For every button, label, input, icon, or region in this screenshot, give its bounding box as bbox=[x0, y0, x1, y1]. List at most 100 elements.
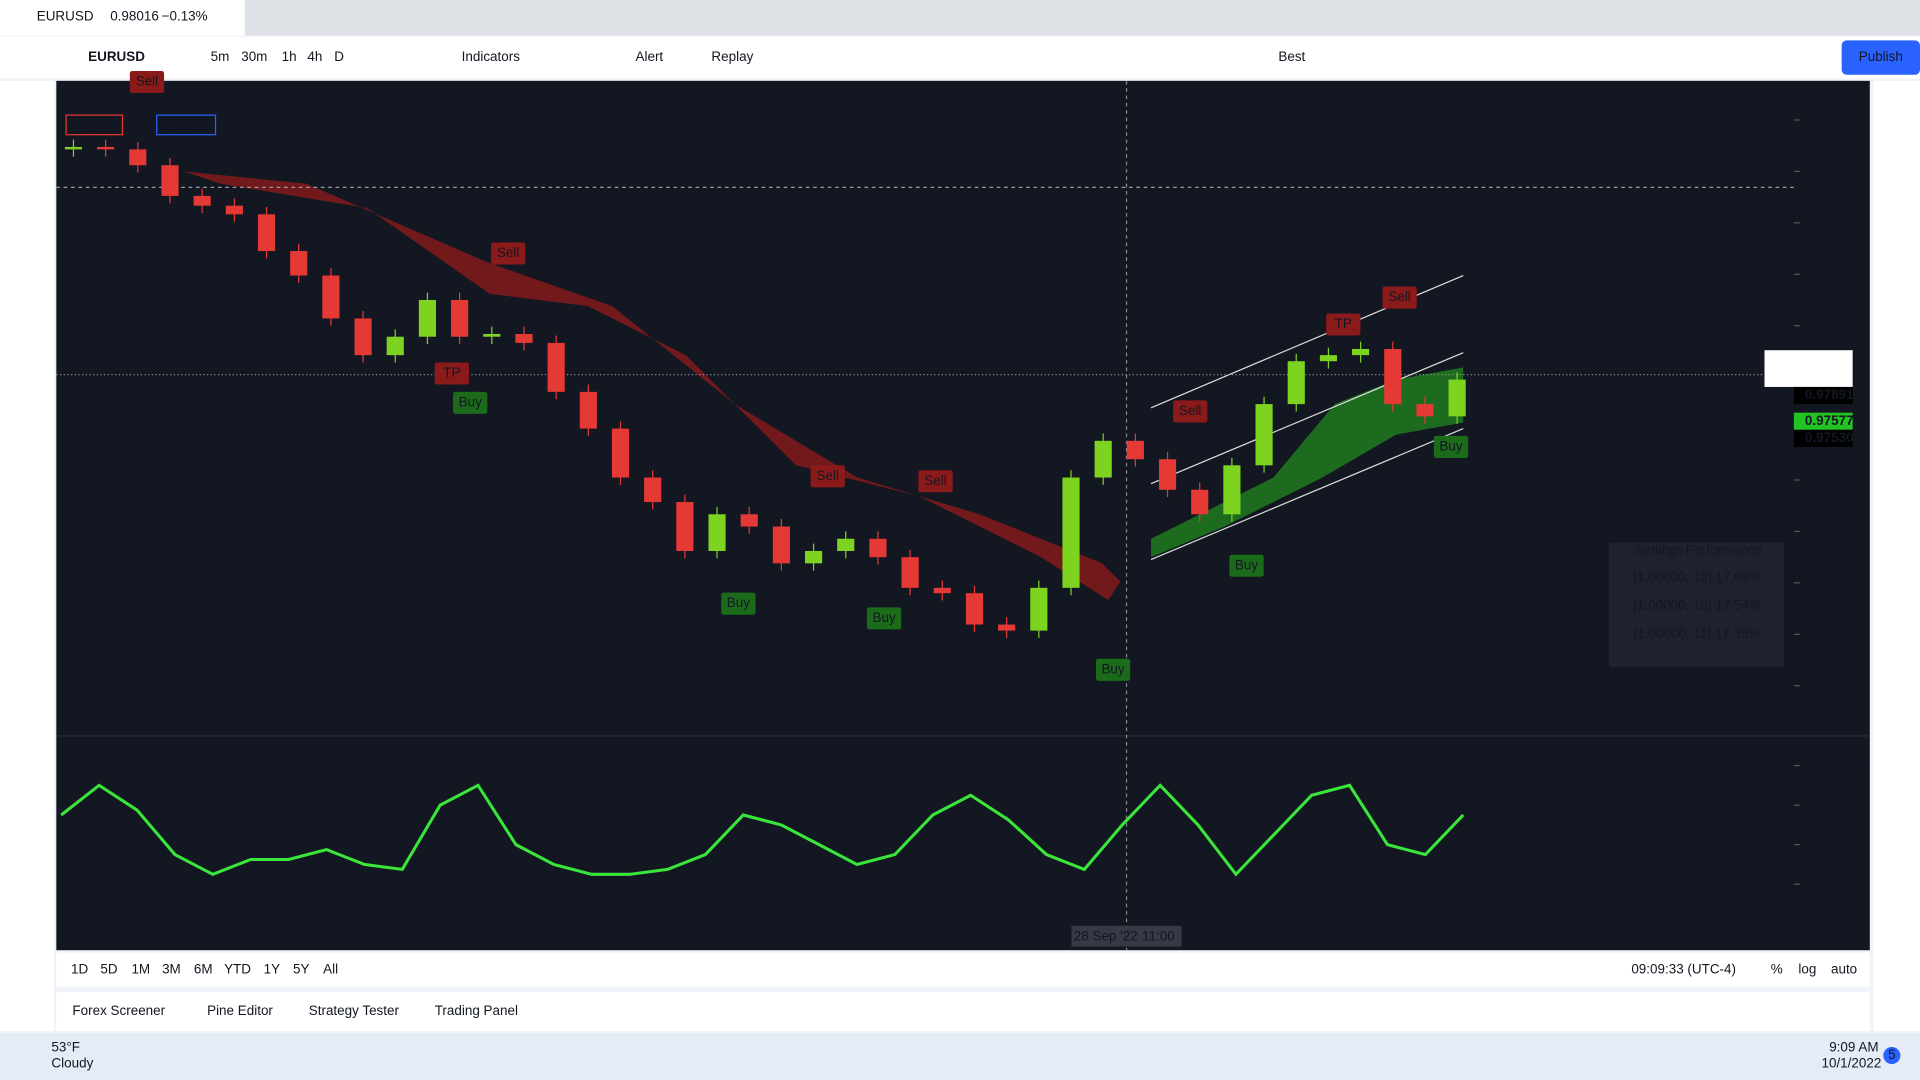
signal-tag bbox=[491, 242, 526, 265]
y-tick-label: 0.00000 bbox=[1804, 876, 1853, 891]
scale-option[interactable]: % bbox=[1771, 961, 1783, 976]
y-tick-label: 0.96500 bbox=[1804, 523, 1853, 538]
symbol[interactable]: EURUSD bbox=[88, 49, 145, 64]
signal-tag bbox=[129, 71, 165, 94]
candle bbox=[257, 214, 276, 252]
signal-tag bbox=[1433, 435, 1469, 458]
interval-button[interactable]: D bbox=[334, 49, 344, 64]
candle bbox=[290, 251, 308, 276]
candle bbox=[451, 300, 469, 337]
crosshair-time-bg bbox=[1071, 925, 1182, 947]
range-button[interactable]: YTD bbox=[224, 961, 251, 976]
signal-label: Buy bbox=[872, 610, 895, 625]
signal-label: Buy bbox=[1101, 661, 1124, 676]
candle bbox=[1030, 587, 1048, 631]
y-tick-label: 1.00500 bbox=[1804, 112, 1853, 127]
candle bbox=[1191, 489, 1209, 515]
replay-button[interactable]: Replay bbox=[711, 49, 753, 64]
ask: 0.98041 bbox=[162, 116, 211, 131]
scale-option[interactable]: auto bbox=[1831, 961, 1857, 976]
candle bbox=[1255, 404, 1273, 466]
x-tick-label: 28 bbox=[1049, 928, 1064, 943]
range-button[interactable]: 6M bbox=[194, 961, 213, 976]
top-toolbar bbox=[0, 36, 1920, 79]
candle bbox=[1126, 440, 1144, 460]
candle bbox=[933, 587, 951, 594]
range-button[interactable]: 3M bbox=[162, 961, 181, 976]
range-button[interactable]: 5D bbox=[100, 961, 117, 976]
x-tick-label: 20 bbox=[133, 928, 148, 943]
signal-label: Buy bbox=[459, 394, 482, 409]
panel-tab[interactable]: Trading Panel bbox=[435, 1003, 518, 1018]
candle bbox=[1384, 348, 1402, 405]
left-toolbar bbox=[0, 80, 54, 1032]
candle bbox=[1416, 404, 1434, 417]
badge-bg bbox=[1883, 1046, 1901, 1065]
publish-label[interactable]: Publish bbox=[1859, 49, 1903, 64]
weather-temp: 53°F bbox=[51, 1040, 80, 1055]
x-tick-label: 26 bbox=[743, 928, 758, 943]
signal-tag bbox=[866, 607, 902, 630]
panel-tab[interactable]: Pine Editor bbox=[207, 1003, 273, 1018]
notification-badge[interactable]: 5 bbox=[1888, 1047, 1895, 1062]
algo-row: [1.00000, 11] 17.36% bbox=[1634, 626, 1761, 641]
interval-button[interactable]: 5m bbox=[211, 49, 230, 64]
signal-label: Sell bbox=[136, 74, 158, 89]
candle bbox=[483, 333, 501, 337]
range-button[interactable]: 1Y bbox=[264, 961, 280, 976]
x-tick-label: 27 bbox=[896, 928, 911, 943]
candle bbox=[1287, 361, 1305, 405]
range-button[interactable]: 1D bbox=[71, 961, 88, 976]
price-label-box bbox=[1764, 350, 1853, 387]
x-tick-label: Oct bbox=[1460, 928, 1481, 943]
y-tick-label: 120.00000 bbox=[1804, 757, 1868, 772]
source: TradingView bbox=[386, 88, 460, 103]
range-button[interactable]: All bbox=[323, 961, 338, 976]
algo-tab[interactable]: Performance bbox=[1686, 543, 1763, 558]
signal-label: Buy bbox=[1439, 439, 1462, 454]
taskbar bbox=[0, 1033, 1920, 1080]
interval-button[interactable]: 30m bbox=[241, 49, 267, 64]
alert-button[interactable]: Alert bbox=[636, 49, 664, 64]
x-tick-label: 29 bbox=[1202, 928, 1217, 943]
signal-label: Sell bbox=[924, 473, 946, 488]
signal-tag bbox=[1173, 400, 1208, 423]
interval-button[interactable]: 1h bbox=[282, 49, 297, 64]
signal-label: TP bbox=[443, 365, 460, 380]
signal-label: Sell bbox=[1388, 289, 1410, 304]
algo-note: Factor [1.00000 to 4.30000] bbox=[1612, 687, 1783, 702]
candle bbox=[676, 502, 694, 551]
y-tick-label: 40.00000 bbox=[1804, 836, 1860, 851]
indicator-name: TDI RSX JMA 8 20 5 bbox=[65, 743, 189, 758]
clock-date: 10/1/2022 bbox=[1821, 1056, 1881, 1071]
bid-box bbox=[65, 114, 124, 136]
indicators-button[interactable]: Indicators bbox=[462, 49, 521, 64]
candle bbox=[129, 149, 147, 166]
exchange: OANDA bbox=[233, 88, 281, 103]
price-label: 0.99854 bbox=[1805, 179, 1854, 194]
publish-button[interactable] bbox=[1841, 40, 1920, 75]
signal-tag bbox=[434, 362, 469, 385]
layout-button[interactable]: Best bbox=[1278, 49, 1305, 64]
panel-tab[interactable]: Strategy Tester bbox=[309, 1003, 400, 1018]
signal-tag bbox=[1382, 286, 1417, 309]
signal-label: Buy bbox=[1235, 557, 1258, 572]
indicator-value: 0.00000 bbox=[512, 145, 561, 160]
candle bbox=[772, 526, 790, 564]
y-tick-label: 0.95000 bbox=[1804, 677, 1853, 692]
signal-tag bbox=[721, 592, 756, 615]
browser-tab[interactable] bbox=[0, 0, 245, 36]
range-button[interactable]: 5Y bbox=[293, 961, 309, 976]
interval-button[interactable]: 4h bbox=[307, 49, 322, 64]
candle bbox=[547, 342, 565, 392]
y-tick-label: 0.96000 bbox=[1804, 574, 1853, 589]
tab-price: 0.98016 bbox=[110, 9, 159, 24]
channel-line bbox=[1150, 352, 1464, 485]
algo-tab[interactable]: Settings bbox=[1635, 543, 1684, 558]
scale-option[interactable]: log bbox=[1798, 961, 1816, 976]
candle bbox=[740, 514, 758, 527]
range-button[interactable]: 1M bbox=[131, 961, 150, 976]
panel-tab[interactable]: Forex Screener bbox=[72, 1003, 165, 1018]
price-label-bg bbox=[1793, 412, 1853, 430]
